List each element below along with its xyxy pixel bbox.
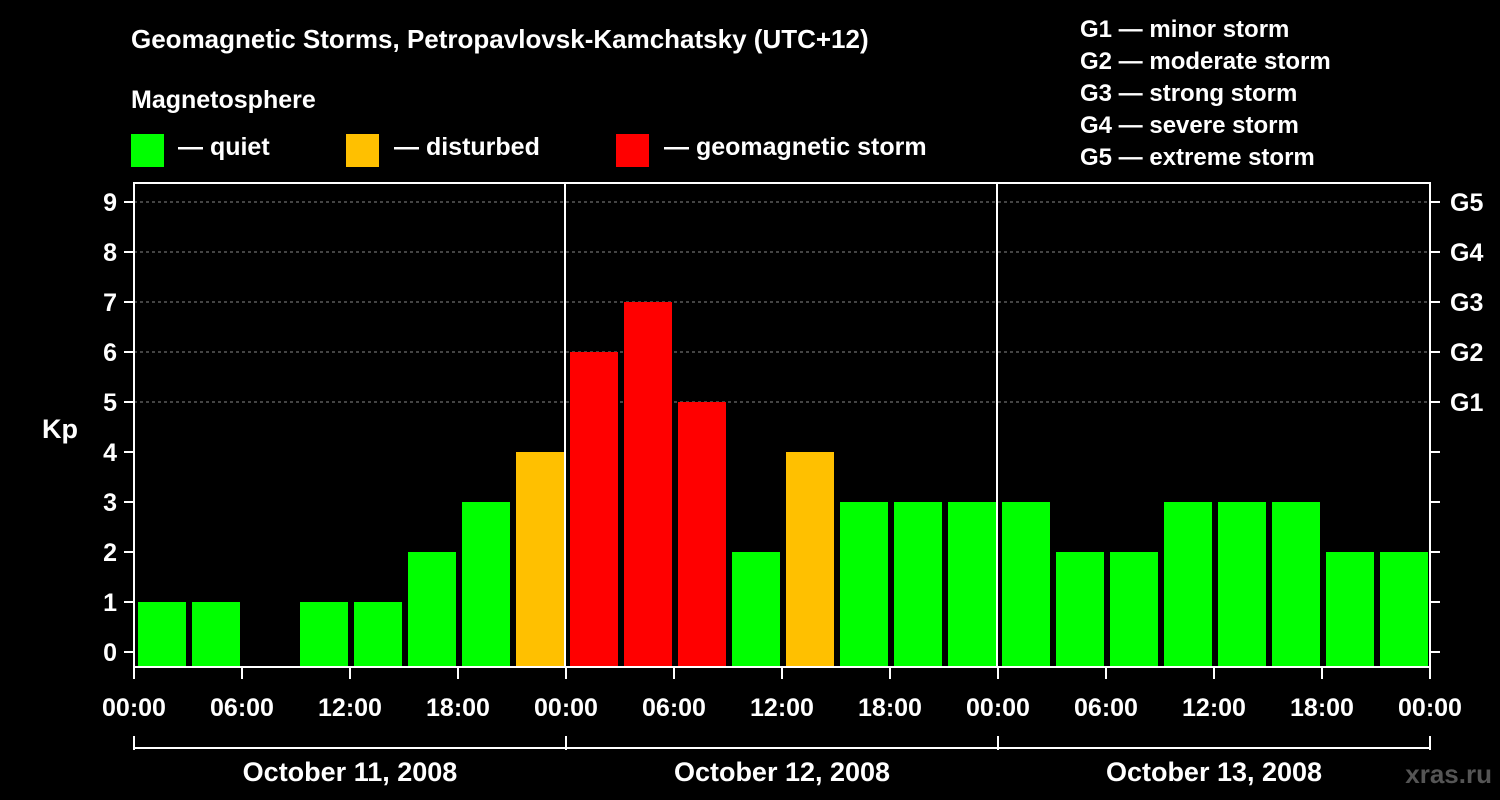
watermark: xras.ru: [1405, 759, 1492, 789]
g-scale-item: G5 — extreme storm: [1080, 144, 1315, 171]
bar: [1218, 502, 1266, 667]
g-level-label: G3: [1450, 289, 1483, 317]
x-tick-label: 12:00: [750, 694, 814, 722]
legend-label-storm: — geomagnetic storm: [664, 133, 927, 161]
y-tick-label: 2: [103, 539, 117, 567]
g-scale-item: G4 — severe storm: [1080, 112, 1299, 139]
bar: [192, 602, 240, 667]
day-label: October 13, 2008: [1106, 757, 1322, 787]
y-tick-label: 5: [103, 389, 117, 417]
bar: [1380, 552, 1428, 667]
g-level-label: G2: [1450, 339, 1483, 367]
day-label: October 12, 2008: [674, 757, 890, 787]
bar: [1002, 502, 1050, 667]
y-tick-label: 8: [103, 239, 117, 267]
bar: [354, 602, 402, 667]
y-tick-label: 9: [103, 189, 117, 217]
bar: [462, 502, 510, 667]
legend-title: Magnetosphere: [131, 86, 316, 114]
bar: [624, 302, 672, 667]
x-tick-label: 12:00: [318, 694, 382, 722]
bar: [1272, 502, 1320, 667]
bar: [786, 452, 834, 667]
x-tick-label: 18:00: [858, 694, 922, 722]
y-tick-label: 1: [103, 589, 117, 617]
bar: [570, 352, 618, 667]
y-tick-label: 0: [103, 639, 117, 667]
g-level-label: G1: [1450, 389, 1483, 417]
x-tick-label: 00:00: [1398, 694, 1462, 722]
g-level-label: G5: [1450, 189, 1483, 217]
bar: [678, 402, 726, 667]
bar: [516, 452, 564, 667]
x-tick-label: 06:00: [642, 694, 706, 722]
g-level-label: G4: [1450, 239, 1483, 267]
x-tick-label: 18:00: [1290, 694, 1354, 722]
day-label: October 11, 2008: [243, 757, 458, 787]
x-tick-label: 06:00: [1074, 694, 1138, 722]
g-scale-legend: G1 — minor storm G2 — moderate storm G3 …: [1080, 14, 1331, 174]
y-tick-label: 3: [103, 489, 117, 517]
x-tick-label: 00:00: [102, 694, 166, 722]
legend-swatch-disturbed: [346, 134, 379, 167]
bar: [1056, 552, 1104, 667]
x-tick-label: 00:00: [534, 694, 598, 722]
bar: [840, 502, 888, 667]
bar: [732, 552, 780, 667]
x-tick-label: 12:00: [1182, 694, 1246, 722]
g-scale-item: G2 — moderate storm: [1080, 48, 1331, 75]
bar: [1326, 552, 1374, 667]
x-tick-label: 18:00: [426, 694, 490, 722]
y-axis-label: Kp: [42, 414, 78, 444]
y-tick-label: 6: [103, 339, 117, 367]
legend-swatch-quiet: [131, 134, 164, 167]
bar: [1110, 552, 1158, 667]
bar: [408, 552, 456, 667]
bar: [300, 602, 348, 667]
bar: [138, 602, 186, 667]
bar: [894, 502, 942, 667]
x-tick-label: 00:00: [966, 694, 1030, 722]
bar: [1164, 502, 1212, 667]
y-tick-label: 4: [103, 439, 117, 467]
g-scale-item: G1 — minor storm: [1080, 16, 1290, 43]
legend-label-disturbed: — disturbed: [394, 133, 540, 161]
chart-title: Geomagnetic Storms, Petropavlovsk-Kamcha…: [131, 24, 869, 54]
x-tick-label: 06:00: [210, 694, 274, 722]
bar: [948, 502, 996, 667]
legend-label-quiet: — quiet: [178, 133, 270, 161]
g-scale-item: G3 — strong storm: [1080, 80, 1298, 107]
legend-swatch-storm: [616, 134, 649, 167]
y-tick-label: 7: [103, 289, 117, 317]
